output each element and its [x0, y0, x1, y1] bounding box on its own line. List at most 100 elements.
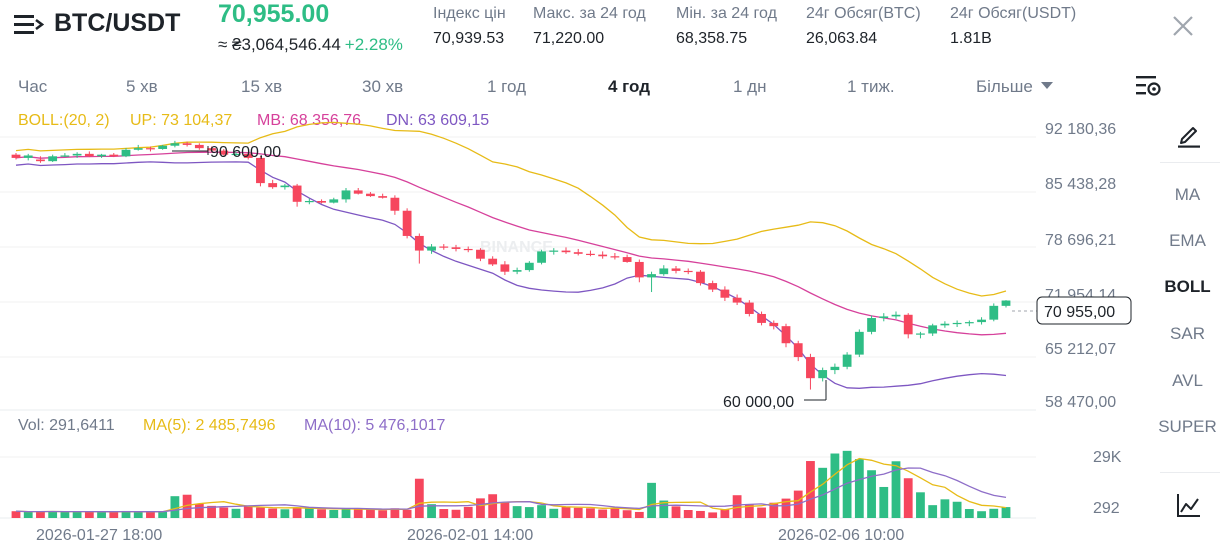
line-chart-icon[interactable] — [1176, 492, 1202, 518]
candle-body — [207, 148, 216, 151]
volume-bar — [720, 509, 730, 518]
volume-bar — [500, 502, 510, 518]
volume-axis-label: 29K — [1093, 449, 1122, 466]
indicator-ma[interactable]: MA — [1174, 185, 1201, 204]
stat-value: 71,220.00 — [533, 30, 605, 47]
candle-body — [280, 185, 290, 188]
volume-bar — [781, 498, 791, 518]
candle-body — [402, 210, 412, 236]
volume-bar — [304, 508, 314, 518]
indicator-boll[interactable]: BOLL — [1164, 277, 1211, 296]
volume-value: Vol: 291,6411 — [18, 417, 115, 434]
volume-bar — [854, 459, 864, 518]
menu-icon[interactable] — [14, 14, 44, 36]
timeframe-tab[interactable]: 30 хв — [362, 77, 404, 96]
volume-bar — [414, 478, 424, 518]
grid — [0, 136, 1036, 519]
volume-bar — [23, 511, 33, 518]
candle-body — [891, 314, 901, 317]
volume-bar — [659, 500, 669, 518]
time-axis-label: 2026-02-01 14:00 — [407, 527, 533, 544]
candle-body — [610, 256, 620, 258]
candle-body — [634, 261, 644, 278]
stat-label: Макс. за 24 год — [533, 5, 646, 22]
indicator-super[interactable]: SUPER — [1158, 417, 1217, 436]
candle-body — [109, 154, 119, 157]
trading-pair[interactable]: BTC/USDT — [54, 9, 181, 37]
volume-bar — [366, 509, 375, 518]
volume-bar — [683, 510, 693, 518]
candle-body — [500, 264, 510, 272]
indicator-avl[interactable]: AVL — [1172, 371, 1203, 390]
volume-bar — [170, 496, 180, 518]
change-percent: +2.28% — [344, 35, 403, 54]
volume-bar — [121, 510, 131, 518]
volume-bar — [219, 507, 229, 518]
more-timeframes-dropdown[interactable]: Більше — [976, 77, 1053, 97]
stat-label: 24г Обсяг(BTC) — [806, 5, 921, 22]
ticker-header: BTC/USDT 70,955.00 ≈ ₴3,064,546.44 +2.28%… — [0, 0, 1220, 62]
indicator-ema[interactable]: EMA — [1169, 231, 1206, 250]
timeframe-tab[interactable]: 1 год — [487, 77, 527, 96]
boll-lower-band — [15, 161, 1007, 389]
volume-bar — [292, 507, 302, 518]
timeframe-bar: Час 5 хв 15 хв 30 хв 1 год 4 год 1 дн 1 … — [0, 72, 1220, 102]
volume-bar — [916, 492, 925, 518]
chart-settings-icon[interactable] — [1136, 74, 1162, 98]
stat-value: 70,939.53 — [433, 30, 505, 47]
divider — [1160, 162, 1220, 163]
volume-bar — [708, 512, 718, 518]
stat-label: Мін. за 24 год — [676, 5, 777, 22]
timeframe-tab[interactable]: 15 хв — [241, 77, 283, 96]
timeframe-tab[interactable]: 1 тиж. — [847, 77, 895, 96]
candle-body — [744, 302, 754, 314]
pencil-icon[interactable] — [1177, 122, 1201, 148]
indicator-sar[interactable]: SAR — [1170, 324, 1205, 343]
price-axis-label: 78 696,21 — [1045, 232, 1116, 249]
candle-body — [427, 246, 436, 251]
more-label: Більше — [976, 77, 1033, 96]
volume-bar — [769, 502, 779, 518]
close-icon[interactable] — [1171, 14, 1195, 38]
volume-bar — [476, 498, 485, 518]
candle-body — [463, 248, 473, 251]
volume-bar — [879, 486, 889, 518]
volume-bar — [207, 505, 216, 518]
volume-bar — [977, 511, 986, 518]
volume-bar — [439, 509, 449, 518]
candle-body — [830, 366, 840, 371]
volume-bar — [573, 507, 583, 518]
volume-bar — [329, 510, 339, 518]
fiat-price: ≈ ₴3,064,546.44 — [218, 35, 341, 54]
candle-body — [598, 254, 608, 257]
stat-24h-volume-btc: 24г Обсяг(BTC) 26,063.84 — [806, 5, 921, 48]
candle-body — [182, 143, 192, 145]
volume-bar — [940, 499, 950, 518]
candle-body — [916, 333, 925, 335]
volume-bar — [634, 511, 644, 518]
volume-bar — [806, 461, 815, 518]
volume-bar — [744, 504, 754, 518]
boll-legend: BOLL:(20, 2) — [18, 112, 110, 129]
price-axis-label: 92 180,36 — [1045, 121, 1116, 138]
timeframe-tab-active[interactable]: 4 год — [608, 77, 650, 96]
volume-bar — [60, 511, 70, 518]
boll-mb-value: MB: 68 356,76 — [257, 112, 361, 129]
volume-bar — [11, 511, 21, 518]
stat-label: 24г Обсяг(USDT) — [950, 5, 1077, 22]
candle-body — [341, 190, 351, 200]
candle-body — [84, 153, 94, 157]
timeframe-tab[interactable]: Час — [18, 77, 48, 96]
candle-body — [512, 270, 522, 272]
stat-index-price: Індекс цін 70,939.53 — [433, 5, 506, 48]
timeframe-tab[interactable]: 5 хв — [126, 77, 158, 96]
timeframe-tab[interactable]: 1 дн — [733, 77, 767, 96]
candle-body — [451, 247, 461, 249]
candlestick-series — [11, 140, 1011, 390]
price-chart[interactable]: BINANCE BOLL:(20, 2) UP: 73 104,37 MB: 6… — [0, 100, 1150, 546]
candle-body — [879, 316, 889, 319]
volume-ma10-value: MA(10): 5 476,1017 — [304, 417, 446, 434]
candle-body — [292, 185, 302, 202]
candle-body — [586, 253, 595, 256]
stat-value: 1.81B — [950, 30, 992, 47]
